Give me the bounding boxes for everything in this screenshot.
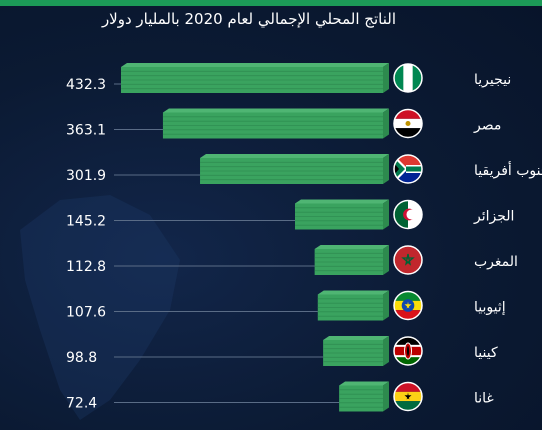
country-label: جنوب أفريقيا [474,161,542,179]
value-label: 145.2 [66,214,106,230]
ethiopia-flag-icon [393,290,423,321]
country-label: مصر [473,118,501,134]
chart-subtitle: الناتج المحلي الإجمالي لعام 2020 بالمليا… [101,10,396,28]
south-africa-flag-icon [393,154,423,184]
bar-row: 72.4 غانا [66,381,494,412]
kenya-flag-icon [393,336,423,366]
value-label: 363.1 [66,123,106,139]
bar-row: 98.8 كينيا [66,336,498,366]
country-label: الجزائر [473,209,514,225]
algeria-flag-icon [393,199,423,230]
bar-row: 432.3 نيجيريا [66,63,511,93]
bar [121,63,389,93]
egypt-flag-icon [393,108,423,139]
bar-row: 145.2 الجزائر [66,199,514,230]
africa-map-silhouette [20,195,180,420]
bar [314,245,389,275]
country-label: كينيا [474,345,498,361]
value-label: 72.4 [66,396,97,412]
bar-row: 363.1 مصر [66,108,501,139]
bar [323,336,389,366]
value-label: 112.8 [66,259,106,275]
country-label: غانا [474,391,494,407]
bar [162,108,389,139]
value-label: 301.9 [66,168,106,184]
bar [295,199,389,230]
country-label: المغرب [474,254,518,270]
country-label: نيجيريا [474,72,511,88]
bar-row: 301.9 جنوب أفريقيا [66,154,542,184]
morocco-flag-icon [393,245,423,275]
bar [317,290,389,321]
ghana-flag-icon [393,381,423,412]
nigeria-flag-icon [393,63,423,93]
value-label: 432.3 [66,77,106,93]
value-label: 98.8 [66,350,97,366]
bar [339,381,389,412]
bar-row: 107.6 إثيوبيا [66,290,506,321]
value-label: 107.6 [66,305,106,321]
bar [200,154,389,184]
bar-row: 112.8 المغرب [66,245,518,275]
country-label: إثيوبيا [474,300,506,316]
title-strip [0,0,542,6]
